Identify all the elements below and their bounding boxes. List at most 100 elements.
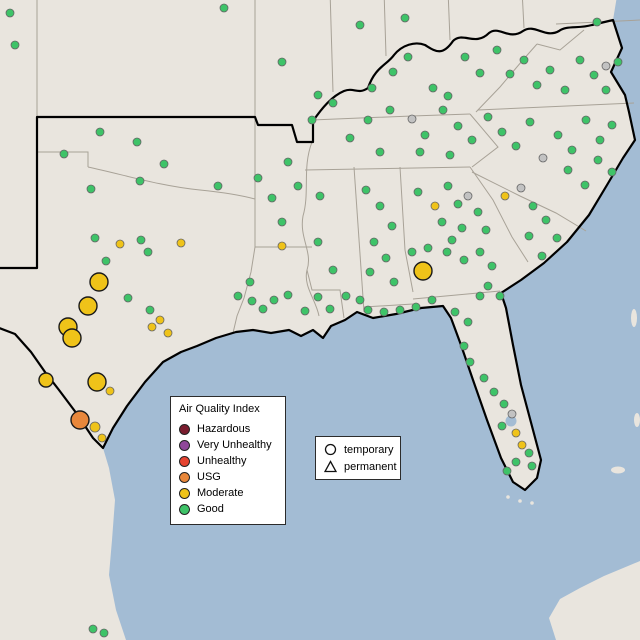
- aqi-marker-good: [511, 141, 521, 151]
- aqi-marker-good: [445, 150, 455, 160]
- aqi-marker-good: [363, 305, 373, 315]
- legend-item-permanent: permanent: [324, 458, 397, 475]
- aqi-marker-good: [159, 159, 169, 169]
- aqi-marker-moderate: [87, 372, 107, 392]
- aqi-marker-good: [367, 83, 377, 93]
- aqi-marker-good: [132, 137, 142, 147]
- aqi-marker-moderate: [413, 261, 433, 281]
- aqi-marker-good: [10, 40, 20, 50]
- aqi-marker-good: [403, 52, 413, 62]
- aqi-marker-good: [475, 68, 485, 78]
- legend-label-very-unhealthy: Very Unhealthy: [197, 439, 272, 451]
- aqi-marker-good: [313, 90, 323, 100]
- aqi-marker-good: [385, 105, 395, 115]
- aqi-marker-good: [545, 65, 555, 75]
- aqi-marker-good: [345, 133, 355, 143]
- aqi-marker-good: [442, 247, 452, 257]
- legend-swatch-hazardous: [179, 423, 190, 435]
- aqi-marker-good: [300, 306, 310, 316]
- aqi-marker-good: [219, 3, 229, 13]
- aqi-marker-moderate: [89, 272, 109, 292]
- legend-label-permanent: permanent: [344, 460, 397, 473]
- aqi-marker-good: [411, 302, 421, 312]
- aqi-marker-unknown: [507, 409, 517, 419]
- legend-label-moderate: Moderate: [197, 487, 244, 499]
- aqi-marker-moderate: [105, 386, 115, 396]
- aqi-marker-good: [593, 155, 603, 165]
- aqi-marker-good: [541, 215, 551, 225]
- aqi-marker-good: [375, 147, 385, 157]
- aqi-marker-good: [400, 13, 410, 23]
- aqi-marker-good: [86, 184, 96, 194]
- aqi-marker-good: [381, 253, 391, 263]
- lake-okeechobee: [505, 415, 517, 427]
- aqi-marker-good: [88, 624, 98, 634]
- aqi-marker-good: [415, 147, 425, 157]
- aqi-marker-good: [438, 105, 448, 115]
- legend-label-temporary: temporary: [344, 443, 394, 456]
- aqi-marker-moderate: [430, 201, 440, 211]
- aqi-marker-moderate: [517, 440, 527, 450]
- legend-item-good: Good: [179, 501, 277, 517]
- aqi-marker-good: [5, 8, 15, 18]
- aqi-marker-unknown: [538, 153, 548, 163]
- aqi-marker-good: [395, 305, 405, 315]
- aqi-marker-good: [483, 281, 493, 291]
- aqi-marker-good: [341, 291, 351, 301]
- aqi-marker-good: [453, 199, 463, 209]
- legend-label-unhealthy: Unhealthy: [197, 455, 247, 467]
- aqi-marker-good: [423, 243, 433, 253]
- aqi-marker-good: [101, 256, 111, 266]
- aqi-marker-good: [307, 115, 317, 125]
- legend-swatch-usg: [179, 471, 190, 483]
- aqi-marker-good: [379, 307, 389, 317]
- aqi-marker-good: [387, 221, 397, 231]
- aqi-marker-good: [560, 85, 570, 95]
- aqi-marker-moderate: [89, 421, 101, 433]
- legend-item-temporary: temporary: [324, 441, 394, 458]
- aqi-marker-good: [459, 341, 469, 351]
- aqi-marker-unknown: [601, 61, 611, 71]
- aqi-marker-good: [552, 233, 562, 243]
- temporary-circle-icon: [324, 443, 337, 456]
- legend-label-hazardous: Hazardous: [197, 423, 251, 435]
- aqi-marker-unknown: [516, 183, 526, 193]
- aqi-marker-usg: [70, 410, 90, 430]
- aqi-marker-good: [613, 57, 623, 67]
- aqi-marker-good: [375, 201, 385, 211]
- aqi-marker-good: [495, 291, 505, 301]
- aqi-marker-good: [361, 185, 371, 195]
- aqi-marker-good: [95, 127, 105, 137]
- aqi-marker-good: [497, 421, 507, 431]
- aqi-marker-good: [601, 85, 611, 95]
- aqi-marker-good: [532, 80, 542, 90]
- aqi-marker-good: [90, 233, 100, 243]
- aqi-marker-good: [363, 115, 373, 125]
- aqi-marker-good: [369, 237, 379, 247]
- aqi-marker-moderate: [62, 328, 82, 348]
- aqi-marker-good: [592, 17, 602, 27]
- aqi-marker-good: [479, 373, 489, 383]
- aqi-marker-good: [407, 247, 417, 257]
- aqi-marker-good: [567, 145, 577, 155]
- aqi-marker-moderate: [277, 241, 287, 251]
- aqi-marker-good: [389, 277, 399, 287]
- legend-swatch-good: [179, 503, 190, 515]
- aqi-marker-good: [527, 461, 537, 471]
- aqi-marker-good: [580, 180, 590, 190]
- aqi-marker-good: [460, 52, 470, 62]
- aqi-marker-good: [483, 112, 493, 122]
- legend-item-moderate: Moderate: [179, 485, 277, 501]
- aqi-marker-good: [365, 267, 375, 277]
- aqi-marker-good: [233, 291, 243, 301]
- aqi-marker-moderate: [500, 191, 510, 201]
- aqi-marker-good: [589, 70, 599, 80]
- aqi-marker-good: [497, 127, 507, 137]
- aqi-marker-good: [457, 223, 467, 233]
- aqi-marker-good: [459, 255, 469, 265]
- aqi-marker-good: [427, 295, 437, 305]
- aqi-marker-good: [247, 296, 257, 306]
- aqi-marker-good: [143, 247, 153, 257]
- aqi-marker-good: [443, 181, 453, 191]
